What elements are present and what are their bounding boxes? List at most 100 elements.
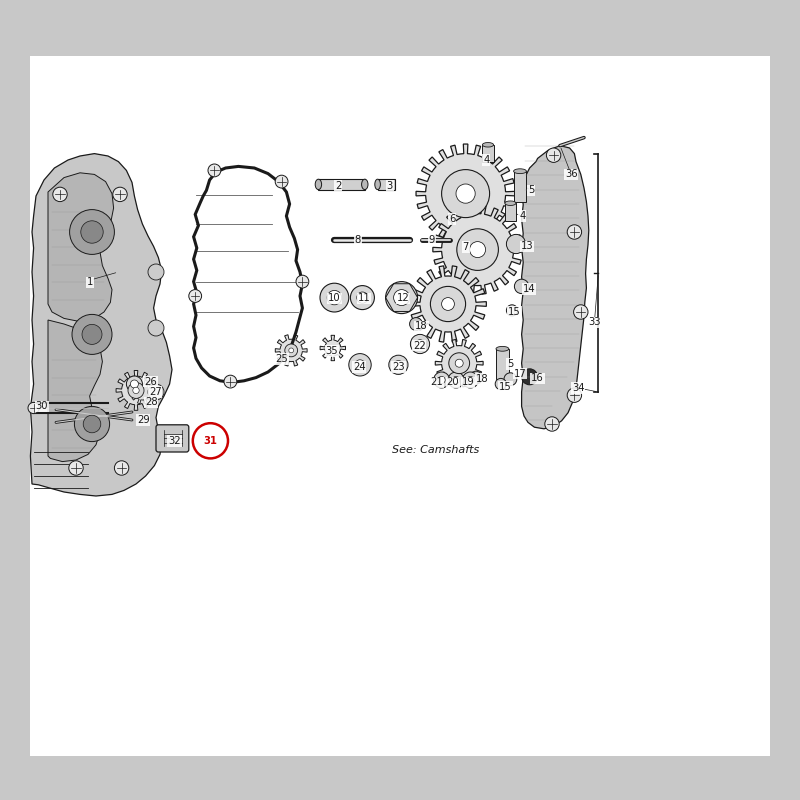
- Circle shape: [455, 359, 463, 367]
- Circle shape: [442, 298, 454, 310]
- Polygon shape: [30, 154, 172, 496]
- Text: 15: 15: [499, 382, 512, 392]
- Polygon shape: [433, 205, 522, 294]
- Bar: [482, 145, 494, 162]
- Text: 5: 5: [507, 359, 514, 369]
- Circle shape: [114, 461, 129, 475]
- Circle shape: [327, 290, 342, 305]
- Circle shape: [208, 164, 221, 177]
- Text: 6: 6: [449, 214, 455, 224]
- Circle shape: [148, 320, 164, 336]
- Text: 36: 36: [565, 170, 578, 179]
- Circle shape: [452, 376, 459, 384]
- Text: 14: 14: [522, 284, 535, 294]
- Ellipse shape: [505, 201, 516, 206]
- Polygon shape: [416, 144, 515, 243]
- Ellipse shape: [362, 179, 368, 190]
- Circle shape: [53, 187, 67, 202]
- Circle shape: [545, 417, 559, 431]
- Bar: [505, 203, 516, 221]
- Text: 28: 28: [145, 398, 158, 407]
- Circle shape: [394, 290, 410, 306]
- Text: 15: 15: [508, 307, 521, 317]
- Text: 25: 25: [275, 354, 288, 364]
- Polygon shape: [435, 339, 483, 387]
- Circle shape: [457, 229, 498, 270]
- Circle shape: [466, 376, 474, 384]
- Polygon shape: [116, 370, 156, 410]
- Text: 17: 17: [514, 369, 526, 378]
- Text: 30: 30: [35, 402, 48, 411]
- Circle shape: [430, 286, 466, 322]
- Text: 10: 10: [328, 294, 341, 303]
- Text: 21: 21: [430, 378, 443, 387]
- Circle shape: [133, 387, 139, 394]
- Circle shape: [275, 175, 288, 188]
- Circle shape: [72, 314, 112, 354]
- Circle shape: [438, 376, 446, 384]
- Text: 12: 12: [397, 294, 410, 303]
- Circle shape: [320, 283, 349, 312]
- Ellipse shape: [482, 142, 494, 147]
- Text: 11: 11: [358, 294, 370, 303]
- Circle shape: [470, 371, 482, 384]
- Text: 5: 5: [528, 186, 534, 195]
- Circle shape: [416, 340, 424, 348]
- Text: 23: 23: [392, 362, 405, 372]
- Text: 4: 4: [483, 155, 490, 165]
- Circle shape: [82, 325, 102, 344]
- Text: 31: 31: [203, 436, 218, 446]
- Polygon shape: [48, 320, 102, 462]
- Text: 1: 1: [87, 278, 94, 287]
- Text: 18: 18: [415, 322, 428, 331]
- Text: 34: 34: [572, 383, 585, 393]
- Polygon shape: [410, 266, 486, 342]
- Text: 2: 2: [335, 181, 342, 190]
- Circle shape: [386, 282, 418, 314]
- Bar: [496, 349, 509, 379]
- Circle shape: [449, 353, 470, 374]
- Circle shape: [355, 360, 365, 370]
- Text: 29: 29: [137, 415, 150, 425]
- Polygon shape: [275, 334, 307, 366]
- Circle shape: [148, 384, 164, 400]
- Circle shape: [189, 290, 202, 302]
- Ellipse shape: [496, 346, 509, 351]
- Circle shape: [350, 286, 374, 310]
- Circle shape: [126, 376, 142, 392]
- Text: 19: 19: [462, 378, 474, 387]
- Circle shape: [83, 415, 101, 433]
- Circle shape: [567, 225, 582, 239]
- Text: 13: 13: [521, 242, 534, 251]
- Circle shape: [74, 406, 110, 442]
- Circle shape: [194, 425, 226, 457]
- Polygon shape: [320, 335, 346, 361]
- Text: 20: 20: [446, 378, 459, 387]
- Bar: [318, 179, 365, 190]
- Ellipse shape: [514, 169, 526, 174]
- Bar: [514, 171, 526, 202]
- Text: 27: 27: [149, 387, 162, 397]
- Text: 7: 7: [462, 242, 469, 252]
- Circle shape: [349, 354, 371, 376]
- Ellipse shape: [315, 179, 322, 190]
- Circle shape: [148, 264, 164, 280]
- Polygon shape: [48, 173, 114, 322]
- Text: 9: 9: [429, 235, 435, 245]
- Circle shape: [289, 348, 294, 353]
- Circle shape: [567, 388, 582, 402]
- Circle shape: [410, 334, 430, 354]
- Text: 24: 24: [353, 362, 366, 372]
- Circle shape: [128, 382, 144, 398]
- Circle shape: [448, 372, 464, 388]
- Text: 32: 32: [168, 436, 181, 446]
- Polygon shape: [522, 146, 589, 429]
- Text: 16: 16: [531, 374, 544, 383]
- Text: 22: 22: [413, 341, 426, 350]
- Circle shape: [113, 187, 127, 202]
- Circle shape: [456, 184, 475, 203]
- Circle shape: [296, 275, 309, 288]
- Ellipse shape: [374, 179, 381, 190]
- Circle shape: [70, 210, 114, 254]
- Circle shape: [224, 375, 237, 388]
